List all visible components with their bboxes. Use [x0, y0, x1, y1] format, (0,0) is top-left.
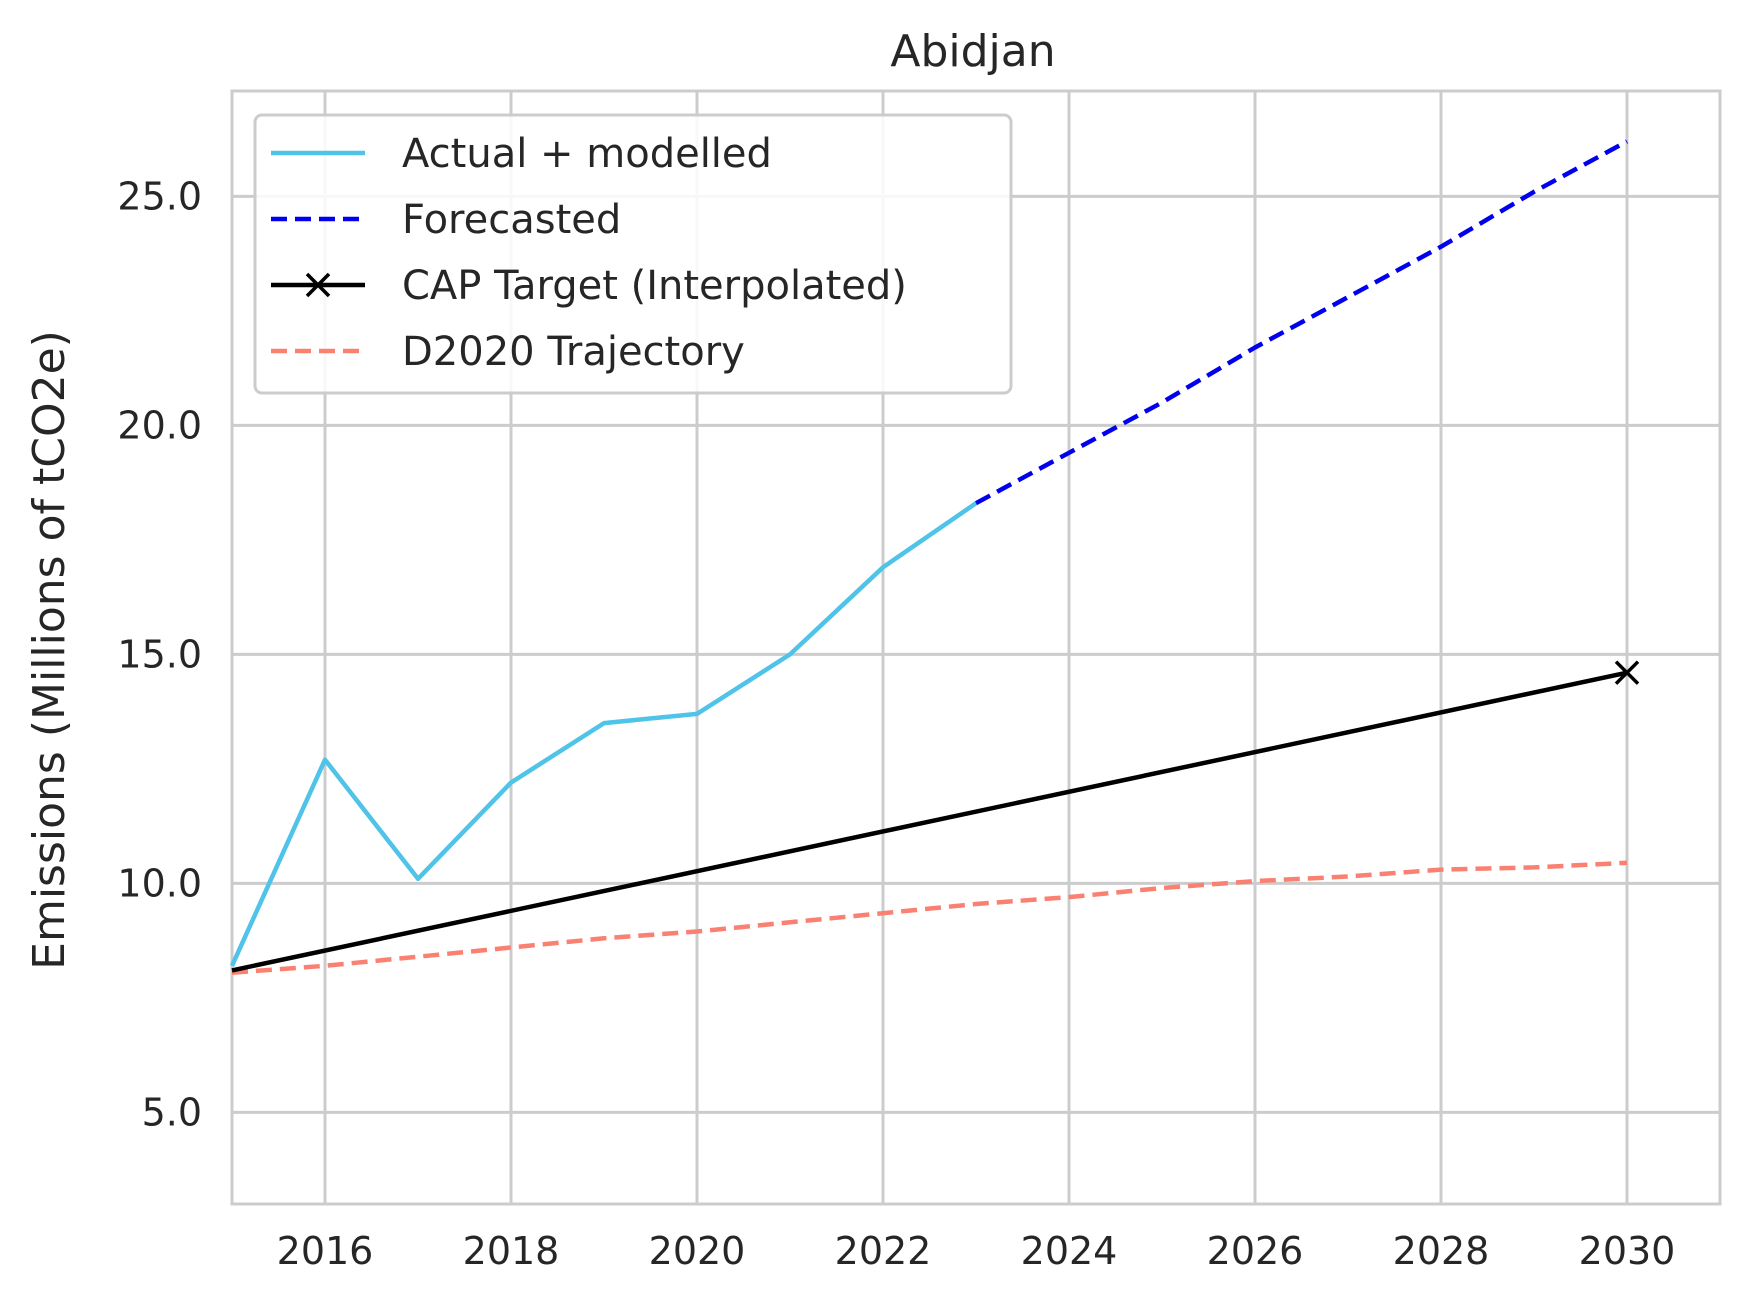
y-tick-label: 5.0 [142, 1090, 202, 1134]
legend-label: D2020 Trajectory [402, 329, 745, 375]
legend: Actual + modelled Forecasted CAP Target (I… [253, 113, 1013, 395]
axis-ticks: 2016 2018 2020 2022 2024 2026 2028 2030 5.0 10.0 1… [117, 174, 1675, 1273]
x-tick-label: 2018 [463, 1229, 560, 1273]
legend-item-d2020-trajectory: D2020 Trajectory [271, 329, 745, 375]
legend-label: CAP Target (Interpolated) [402, 263, 907, 309]
x-tick-label: 2024 [1021, 1229, 1118, 1273]
legend-label: Actual + modelled [402, 131, 772, 177]
series-marker-cap-target-interpolated [1614, 660, 1640, 685]
x-tick-label: 2026 [1207, 1229, 1304, 1273]
series-line-forecasted [974, 139, 1629, 506]
y-tick-label: 25.0 [117, 174, 202, 218]
plot-frame [230, 89, 1722, 1206]
chart-title: Abidjan [890, 26, 1055, 77]
legend-box [253, 113, 1013, 395]
legend-label: Forecasted [402, 197, 621, 243]
legend-item-forecasted: Forecasted [271, 197, 621, 243]
x-tick-label: 2016 [277, 1229, 374, 1273]
series-layer [229, 139, 1640, 975]
x-tick-label: 2022 [835, 1229, 932, 1273]
series-line-cap-target-interpolated [231, 670, 1628, 973]
x-tick-label: 2030 [1579, 1229, 1676, 1273]
legend-item-actual-modelled: Actual + modelled [271, 131, 772, 177]
x-tick-label: 2028 [1393, 1229, 1490, 1273]
y-axis-label: Emissions (Millions of tCO2e) [24, 330, 75, 970]
legend-item-cap-target-interpolated: CAP Target (Interpolated) [271, 263, 907, 309]
y-tick-label: 15.0 [117, 632, 202, 676]
x-tick-label: 2020 [649, 1229, 746, 1273]
y-tick-label: 20.0 [117, 403, 202, 447]
series-line-actual-modelled [229, 501, 978, 967]
series-line-d2020-trajectory [231, 860, 1628, 975]
y-tick-label: 10.0 [117, 861, 202, 905]
